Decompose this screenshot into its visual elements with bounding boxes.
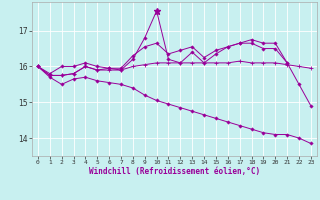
X-axis label: Windchill (Refroidissement éolien,°C): Windchill (Refroidissement éolien,°C) (89, 167, 260, 176)
